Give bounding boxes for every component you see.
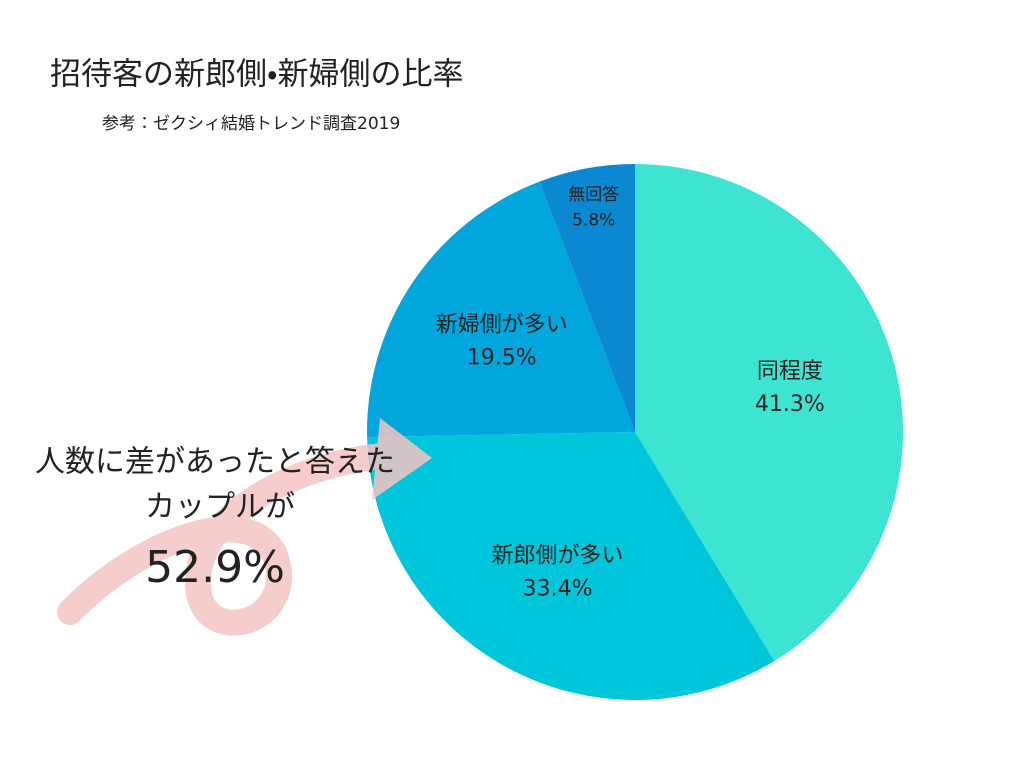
annotation-highlight: 52.9% bbox=[145, 542, 285, 593]
chart-subtitle: 参考：ゼクシィ結婚トレンド調査2019 bbox=[102, 114, 400, 134]
arrow-decoration bbox=[57, 418, 432, 636]
pie bbox=[367, 164, 903, 700]
slice-category: 同程度 bbox=[757, 359, 823, 384]
slice-value-label: 19.5% bbox=[467, 346, 537, 371]
chart-title: 招待客の新郎側・新婦側の比率 bbox=[50, 57, 464, 93]
slice-value-label: 33.4% bbox=[523, 576, 593, 601]
slice-value-label: 41.3% bbox=[755, 392, 825, 417]
pie-slice bbox=[367, 432, 775, 700]
pie-slice bbox=[635, 164, 903, 661]
slice-value-label: 5.8% bbox=[572, 211, 615, 231]
slice-category: 無回答 bbox=[568, 184, 619, 205]
slice-category: 新婦側が多い bbox=[436, 313, 568, 338]
arrow-head bbox=[372, 418, 432, 500]
pie-slice bbox=[367, 181, 635, 438]
annotation: 人数に差があったと答えた bbox=[35, 445, 395, 480]
pie-slice bbox=[539, 164, 635, 432]
slice-category: 新郎側が多い bbox=[492, 543, 624, 568]
arrow-stroke bbox=[57, 442, 418, 636]
slice-labels: 同程度 41.3% 新郎側が多い 33.4% 新婦側が多い 19.5% 無回答 5.8% bbox=[436, 184, 825, 601]
annotation: カップルが bbox=[145, 490, 295, 525]
